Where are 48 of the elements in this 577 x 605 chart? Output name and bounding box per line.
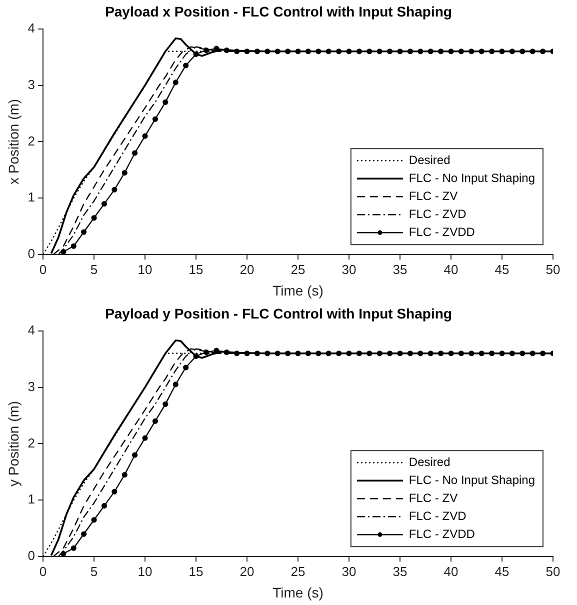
x-tick-label: 35 [392, 262, 408, 277]
x-tick-label: 20 [240, 564, 254, 579]
x-tick-label: 25 [290, 262, 306, 277]
y-tick-label: 0 [28, 246, 36, 262]
legend-label: FLC - ZV [408, 490, 458, 505]
x-tick-label: 0 [39, 262, 47, 277]
chart-title: Payload y Position - FLC Control with Input Shaping [105, 305, 452, 322]
x-tick-label: 50 [546, 564, 560, 579]
legend-label: FLC - ZV [408, 188, 458, 203]
x-tick-label: 45 [494, 262, 510, 277]
y-tick-label: 3 [28, 378, 36, 394]
x-tick-label: 5 [90, 262, 98, 277]
legend-label: Desired [408, 152, 450, 167]
y-tick-label: 1 [28, 492, 36, 507]
x-tick-label: 10 [138, 564, 152, 579]
y-axis-title: y Position (m) [5, 400, 22, 486]
legend-label: FLC - No Input Shaping [408, 170, 536, 185]
y-tick-label: 2 [28, 435, 36, 450]
x-tick-label: 50 [546, 262, 560, 277]
legend-label: FLC - ZVD [408, 206, 467, 221]
legend-label: Desired [408, 454, 450, 469]
legend-label: FLC - No Input Shaping [408, 472, 536, 487]
legend-label: FLC - ZVD [408, 508, 467, 523]
x-tick-label: 30 [342, 564, 356, 579]
x-tick-label: 20 [240, 262, 254, 277]
y-tick-label: 2 [28, 133, 36, 148]
y-tick-label: 1 [28, 190, 36, 205]
y-axis-title: x Position (m) [5, 98, 22, 184]
x-tick-label: 10 [138, 262, 152, 277]
x-tick-label: 15 [188, 262, 204, 277]
x-tick-label: 5 [90, 564, 98, 579]
x-tick-label: 40 [444, 564, 458, 579]
x-axis-title: Time (s) [272, 584, 324, 600]
x-tick-label: 25 [290, 564, 306, 579]
x-axis-title: Time (s) [272, 282, 324, 298]
y-tick-label: 4 [28, 322, 36, 338]
y-tick-label: 0 [28, 548, 36, 564]
x-tick-label: 40 [444, 262, 458, 277]
x-tick-label: 45 [494, 564, 510, 579]
legend-label: FLC - ZVDD [408, 526, 476, 541]
chart-title: Payload x Position - FLC Control with Input Shaping [105, 3, 452, 20]
y-tick-label: 3 [28, 76, 36, 92]
x-tick-label: 0 [39, 564, 47, 579]
x-tick-label: 15 [188, 564, 204, 579]
x-tick-label: 30 [342, 262, 356, 277]
y-tick-label: 4 [28, 20, 36, 36]
legend-label: FLC - ZVDD [408, 224, 476, 239]
x-tick-label: 35 [392, 564, 408, 579]
